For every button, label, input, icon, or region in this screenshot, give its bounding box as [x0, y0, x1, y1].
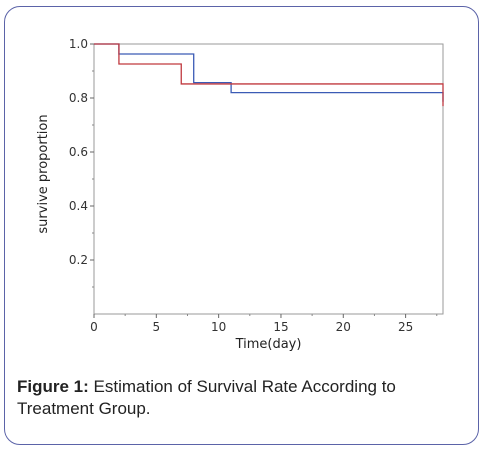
- y-axis-title: survive proportion: [36, 114, 51, 233]
- y-tick-label: 0.8: [69, 91, 88, 105]
- y-tick-label: 0.2: [69, 253, 88, 267]
- y-tick-label: 0.4: [69, 199, 88, 213]
- figure-caption: Figure 1: Estimation of Survival Rate Ac…: [17, 376, 472, 420]
- x-tick-label: 25: [398, 320, 413, 334]
- x-tick-label: 15: [273, 320, 288, 334]
- caption-label: Figure 1:: [17, 377, 89, 396]
- caption-text: Estimation of Survival Rate According to…: [17, 377, 396, 418]
- x-tick-label: 10: [211, 320, 226, 334]
- series-lines: [94, 43, 444, 107]
- x-axis-title: Time(day): [235, 337, 302, 352]
- y-tick-label: 1.0: [69, 37, 88, 51]
- x-tick-label: 5: [153, 320, 161, 334]
- x-axis: 0 5 10 15 20 25: [90, 314, 438, 334]
- x-tick-label: 20: [336, 320, 351, 334]
- y-axis: 0.2 0.4 0.6 0.8 1.0: [69, 37, 94, 288]
- x-tick-label: 0: [90, 320, 98, 334]
- series-line-2: [94, 43, 444, 107]
- y-tick-label: 0.6: [69, 145, 88, 159]
- plot-area: [93, 43, 444, 315]
